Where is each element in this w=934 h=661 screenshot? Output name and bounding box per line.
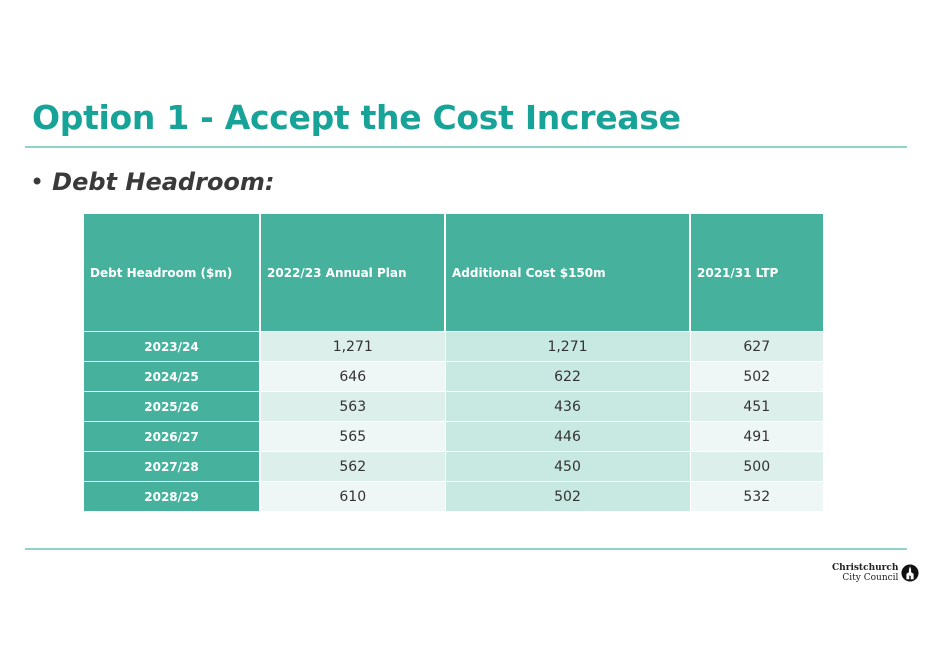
header-additional-cost: Additional Cost $150m	[445, 214, 691, 332]
bottom-divider	[25, 548, 907, 550]
header-annual-plan: 2022/23 Annual Plan	[260, 214, 446, 332]
logo-line-1: Christchurch	[832, 563, 899, 573]
additional-cost-value: 502	[445, 481, 691, 511]
annual-plan-value: 565	[260, 421, 446, 452]
annual-plan-value: 562	[260, 451, 446, 482]
logo-line-2: City Council	[842, 573, 899, 583]
ltp-value: 451	[690, 391, 823, 422]
row-year: 2024/25	[84, 361, 261, 392]
ltp-value: 627	[690, 331, 823, 362]
bullet-debt-headroom: • Debt Headroom:	[30, 168, 275, 196]
table-row: 2025/26 563 436 451	[84, 391, 823, 422]
cathedral-icon	[901, 564, 919, 582]
annual-plan-value: 610	[260, 481, 446, 511]
bullet-dot: •	[30, 168, 45, 196]
table-row: 2023/24 1,271 1,271 627	[84, 331, 823, 362]
additional-cost-value: 436	[445, 391, 691, 422]
table-row: 2028/29 610 502 532	[84, 481, 823, 511]
annual-plan-value: 1,271	[260, 331, 446, 362]
ltp-value: 502	[690, 361, 823, 392]
additional-cost-value: 1,271	[445, 331, 691, 362]
row-year: 2027/28	[84, 451, 261, 482]
header-debt-headroom: Debt Headroom ($m)	[84, 214, 261, 332]
table-row: 2024/25 646 622 502	[84, 361, 823, 392]
table-row: 2026/27 565 446 491	[84, 421, 823, 452]
row-year: 2026/27	[84, 421, 261, 452]
additional-cost-value: 446	[445, 421, 691, 452]
additional-cost-value: 450	[445, 451, 691, 482]
ltp-value: 500	[690, 451, 823, 482]
header-ltp: 2021/31 LTP	[690, 214, 823, 332]
council-logo: Christchurch City Council	[832, 563, 919, 583]
top-divider	[25, 146, 907, 148]
additional-cost-value: 622	[445, 361, 691, 392]
bullet-text: Debt Headroom:	[52, 168, 275, 196]
logo-text: Christchurch City Council	[832, 563, 898, 583]
table-row: 2027/28 562 450 500	[84, 451, 823, 482]
ltp-value: 532	[690, 481, 823, 511]
annual-plan-value: 563	[260, 391, 446, 422]
row-year: 2028/29	[84, 481, 261, 511]
ltp-value: 491	[690, 421, 823, 452]
debt-headroom-table: Debt Headroom ($m) 2022/23 Annual Plan A…	[84, 214, 823, 511]
row-year: 2023/24	[84, 331, 261, 362]
slide-title: Option 1 - Accept the Cost Increase	[32, 98, 681, 137]
annual-plan-value: 646	[260, 361, 446, 392]
row-year: 2025/26	[84, 391, 261, 422]
table-header-row: Debt Headroom ($m) 2022/23 Annual Plan A…	[84, 214, 823, 332]
